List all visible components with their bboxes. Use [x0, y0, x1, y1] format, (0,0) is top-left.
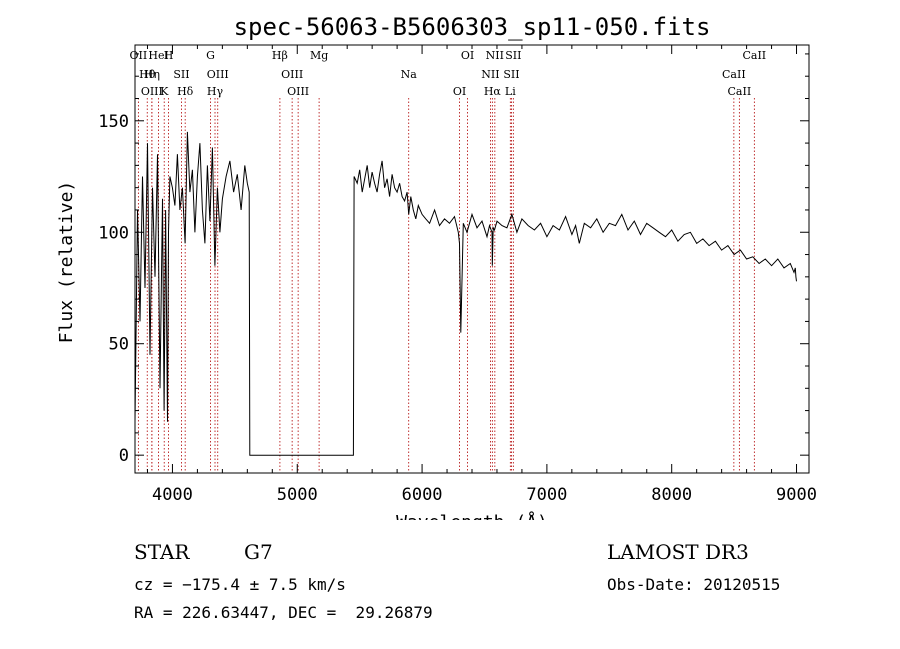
line-label: Hγ [207, 85, 224, 98]
spectrum-chart: spec-56063-B5606303_sp11-050.fits OIIHθO… [56, 13, 817, 520]
x-axis: 4000 5000 6000 7000 8000 9000 [146, 45, 817, 505]
line-label: Hα [484, 85, 502, 98]
line-label: CaII [722, 68, 746, 81]
x-tick-label: 6000 [402, 485, 443, 505]
x-tick-label: 9000 [776, 485, 817, 505]
line-label: OI [453, 85, 466, 98]
spectrum-series [134, 131, 797, 456]
line-label: NII [486, 49, 504, 62]
line-label: Hθ [139, 68, 156, 81]
x-tick-label: 5000 [277, 485, 318, 505]
line-label: Na [401, 68, 418, 81]
x-tick-label: 8000 [651, 485, 692, 505]
sky-coordinates: RA = 226.63447, DEC = 29.26879 [134, 603, 433, 622]
line-label: OIII [207, 68, 229, 81]
y-tick-label: 0 [119, 446, 129, 466]
y-tick-label: 50 [109, 335, 129, 355]
survey-name: LAMOST DR3 [607, 540, 749, 564]
line-label: CaII [742, 49, 766, 62]
line-label: Hη [144, 68, 160, 81]
line-label: OI [461, 49, 474, 62]
object-class: STAR [134, 540, 190, 564]
spectrum-line [134, 131, 797, 456]
line-label: K [160, 85, 169, 98]
line-label: SII [505, 49, 521, 62]
line-label: NII [481, 68, 499, 81]
line-label: G [206, 49, 215, 62]
line-label: OII [130, 49, 148, 62]
line-label: CaII [728, 85, 752, 98]
redshift-velocity: cz = −175.4 ± 7.5 km/s [134, 575, 346, 594]
line-label: H [164, 49, 174, 62]
x-tick-label: 7000 [526, 485, 567, 505]
x-axis-label: Wavelength (Å) [396, 511, 548, 520]
line-label: OIII [287, 85, 309, 98]
line-label: OIII [141, 85, 163, 98]
chart-title: spec-56063-B5606303_sp11-050.fits [234, 13, 711, 41]
y-axis: 0 50 100 150 [98, 53, 809, 466]
line-label: SII [503, 68, 519, 81]
object-subclass: G7 [244, 540, 273, 564]
line-label: OIII [281, 68, 303, 81]
line-label: Li [505, 85, 516, 98]
line-label: Mg [310, 49, 328, 62]
x-tick-label: 4000 [152, 485, 193, 505]
plot-frame [134, 44, 810, 474]
y-tick-label: 100 [98, 223, 129, 243]
line-label: SII [173, 68, 189, 81]
line-label: Hδ [177, 85, 194, 98]
observation-date: Obs-Date: 20120515 [607, 575, 781, 594]
y-axis-label: Flux (relative) [56, 181, 77, 344]
line-label: HeI [148, 49, 168, 62]
spectral-line-markers: OII Hθ OIII HeI HηK H SII Hδ G OIII Hγ Hβ OIII OIII Mg… [130, 49, 766, 473]
line-label: Hβ [272, 49, 288, 62]
y-tick-label: 150 [98, 112, 129, 132]
